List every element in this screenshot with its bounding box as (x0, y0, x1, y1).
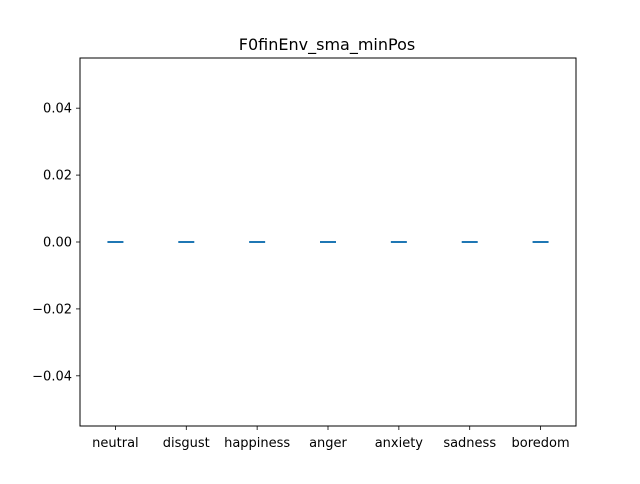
y-tick-label: −0.04 (32, 369, 72, 384)
x-tick-label-neutral: neutral (92, 436, 139, 451)
y-tick-label: 0.00 (43, 236, 72, 251)
plot-area-frame (79, 57, 577, 427)
x-tick-label-sadness: sadness (443, 436, 496, 451)
x-tick-label-boredom: boredom (512, 436, 570, 451)
x-tick-label-anxiety: anxiety (375, 436, 424, 451)
y-tick-label: 0.04 (43, 102, 72, 117)
x-tick-label-disgust: disgust (163, 436, 210, 451)
y-tick-label: 0.02 (43, 169, 72, 184)
x-axis-ticks: neutral disgust happiness anger anxiety sadne… (92, 426, 570, 451)
chart-title: F0finEnv_sma_minPos (239, 35, 415, 55)
x-tick-label-anger: anger (309, 436, 347, 451)
x-tick-label-happiness: happiness (224, 436, 290, 451)
y-axis-ticks: −0.04 −0.02 0.00 0.02 0.04 (32, 102, 80, 384)
y-tick-label: −0.02 (32, 302, 72, 317)
